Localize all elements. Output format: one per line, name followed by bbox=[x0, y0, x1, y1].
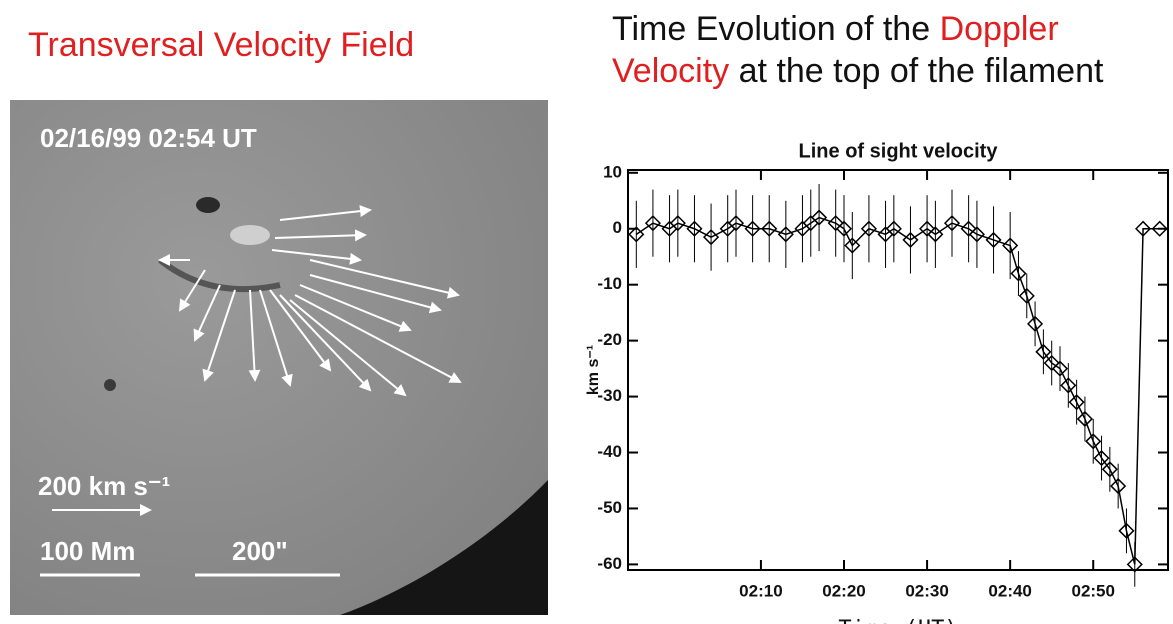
data-point bbox=[1002, 237, 1019, 254]
data-point bbox=[968, 226, 985, 243]
length-scale: 100 Mm bbox=[40, 536, 135, 566]
arrow bbox=[299, 284, 412, 332]
data-point bbox=[1060, 377, 1077, 394]
arrow bbox=[178, 269, 206, 312]
data-point bbox=[943, 215, 961, 232]
bright-region bbox=[230, 225, 270, 245]
data-point bbox=[1093, 450, 1110, 467]
left-title: Transversal Velocity Field bbox=[28, 26, 415, 64]
arrow bbox=[269, 289, 332, 372]
data-point bbox=[985, 231, 1002, 248]
data-point bbox=[1085, 433, 1102, 450]
data-point bbox=[1018, 287, 1035, 304]
sunspot bbox=[196, 197, 220, 213]
data-point bbox=[1076, 410, 1093, 428]
timestamp: 02/16/99 02:54 UT bbox=[40, 123, 257, 153]
arrow bbox=[274, 229, 367, 242]
plot-frame bbox=[627, 169, 1169, 571]
y-tick-label: -50 bbox=[597, 498, 622, 517]
sunspot bbox=[104, 379, 116, 391]
data-point bbox=[1068, 394, 1085, 411]
data-point bbox=[686, 220, 703, 237]
y-tick-label: -30 bbox=[597, 386, 622, 405]
velocity-scale: 200 km s⁻¹ bbox=[38, 471, 170, 501]
data-point bbox=[844, 237, 861, 254]
data-point bbox=[727, 215, 745, 232]
data-point bbox=[902, 231, 919, 248]
y-tick-label: 10 bbox=[603, 162, 622, 181]
data-point bbox=[761, 220, 778, 237]
data-point bbox=[1118, 522, 1135, 539]
y-tick-label: -10 bbox=[597, 274, 622, 293]
sky-corner bbox=[340, 480, 548, 615]
y-tick-label: -20 bbox=[597, 330, 622, 349]
title-highlight: Doppler Velocity bbox=[612, 10, 1059, 90]
sun-disk bbox=[10, 100, 548, 615]
arrow bbox=[309, 259, 460, 299]
arrow bbox=[259, 289, 293, 387]
data-point bbox=[835, 220, 853, 237]
data-point bbox=[811, 209, 828, 226]
arrow bbox=[294, 294, 462, 383]
arrow bbox=[193, 284, 221, 342]
velocity-arrows bbox=[52, 205, 462, 516]
data-point bbox=[1110, 478, 1127, 495]
x-tick-label: 02:20 bbox=[822, 581, 865, 600]
arrow bbox=[271, 249, 362, 265]
title-part: at the top of the filament bbox=[738, 52, 1104, 90]
right-title: Time Evolution of the Doppler Velocity a… bbox=[612, 8, 1172, 92]
data-point bbox=[777, 226, 794, 243]
data-point bbox=[1101, 461, 1118, 478]
y-axis-label: km s⁻¹ bbox=[585, 345, 602, 395]
arrow bbox=[202, 289, 236, 382]
data-point bbox=[885, 220, 902, 237]
data-point bbox=[669, 215, 686, 232]
arrow bbox=[279, 205, 372, 221]
data-point bbox=[628, 226, 645, 243]
data-point bbox=[1027, 315, 1044, 332]
data-point bbox=[1151, 220, 1168, 237]
x-tick-label: 02:10 bbox=[739, 581, 782, 600]
arrow bbox=[279, 294, 372, 392]
y-tick-label: 0 bbox=[613, 218, 622, 237]
data-point bbox=[1126, 556, 1143, 573]
data-point bbox=[1010, 265, 1027, 282]
arrow bbox=[289, 299, 407, 397]
data-point bbox=[744, 220, 761, 237]
y-tick-label: -40 bbox=[597, 442, 622, 461]
data-point bbox=[860, 220, 877, 237]
data-point bbox=[644, 215, 661, 232]
chart: Line of sight velocity Time (UT) km s⁻¹ 10 0… bbox=[585, 140, 1169, 624]
data-point bbox=[927, 226, 944, 243]
angle-scale: 200" bbox=[232, 536, 288, 566]
solar-image: 02/16/99 02:54 UT 200 km s⁻¹ 100 Mm 200" bbox=[10, 100, 548, 615]
data-point bbox=[1035, 343, 1052, 360]
data-point bbox=[1135, 220, 1152, 237]
series-line bbox=[635, 216, 1160, 565]
data-point bbox=[703, 229, 720, 246]
x-tick-label: 02:30 bbox=[905, 581, 948, 600]
x-axis-label: Time (UT) bbox=[838, 617, 957, 624]
filament bbox=[158, 257, 281, 293]
title-part: Time Evolution of the bbox=[612, 10, 931, 48]
data-point bbox=[1051, 360, 1069, 377]
x-tick-label: 02:40 bbox=[988, 581, 1031, 600]
arrow bbox=[309, 274, 442, 314]
y-tick-label: -60 bbox=[597, 554, 622, 573]
chart-title: Line of sight velocity bbox=[799, 140, 999, 162]
arrow bbox=[248, 289, 261, 382]
x-tick-label: 02:50 bbox=[1071, 581, 1114, 600]
